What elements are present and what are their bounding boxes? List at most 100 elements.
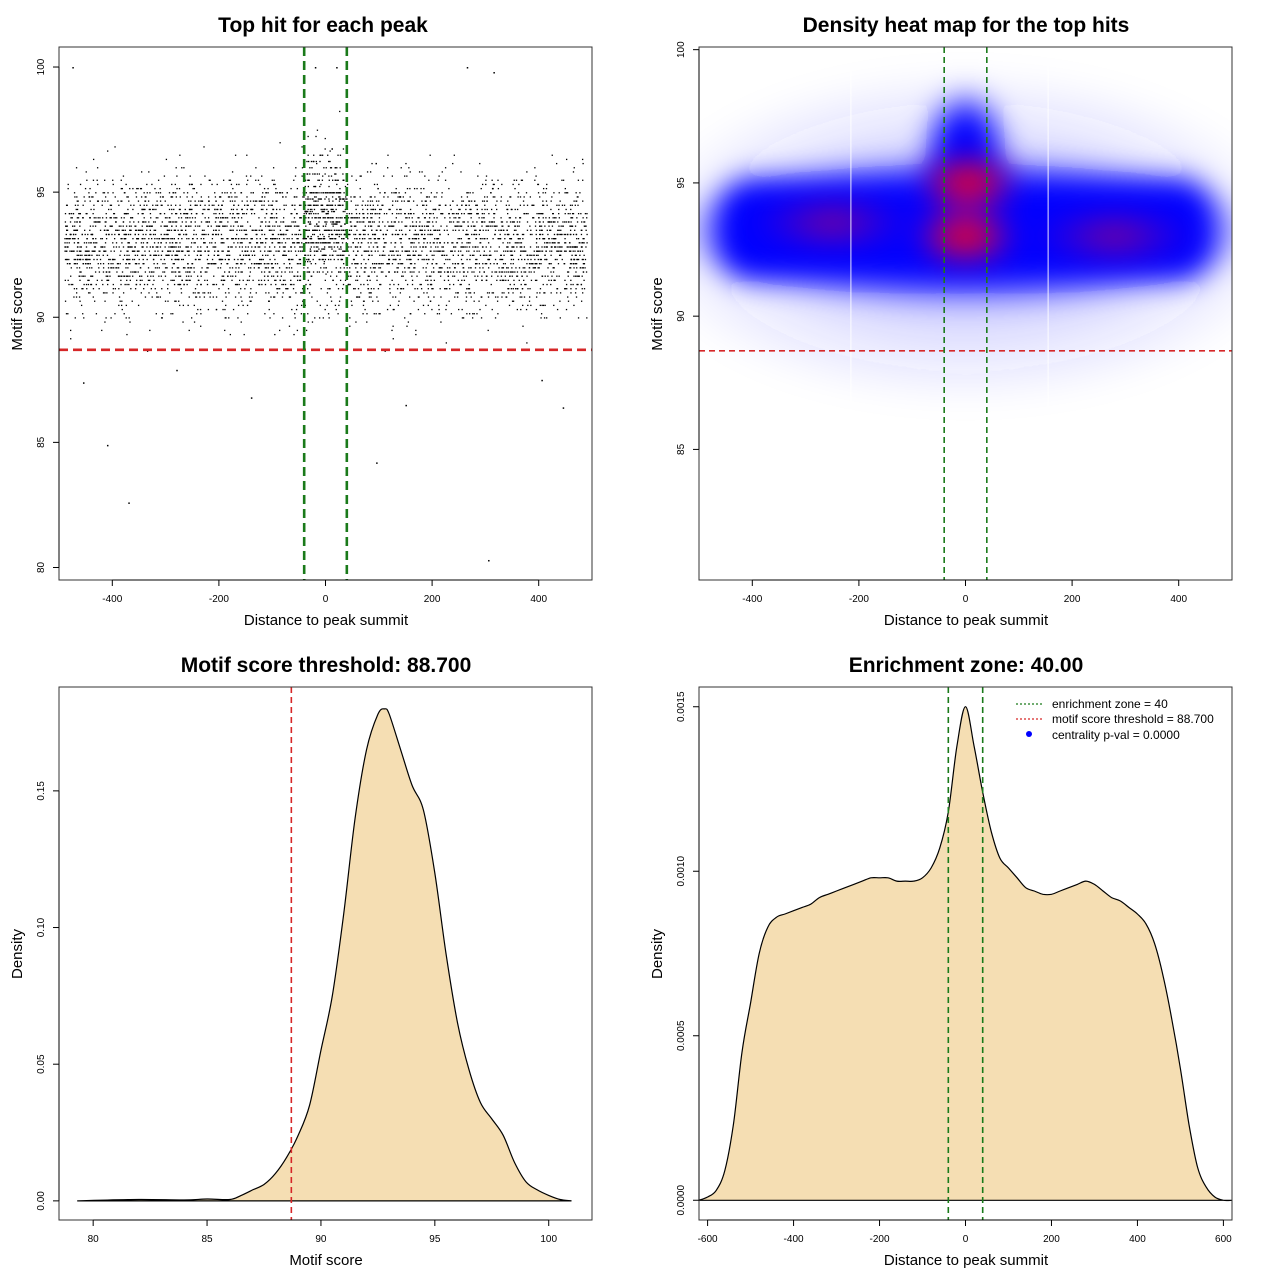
- data-point: [86, 179, 88, 181]
- data-point: [146, 183, 148, 186]
- density-hotspot: [747, 194, 918, 251]
- data-point: [371, 271, 373, 273]
- data-point: [541, 212, 544, 215]
- data-point: [245, 283, 247, 286]
- data-point: [474, 246, 477, 248]
- data-point: [481, 275, 483, 277]
- data-point: [404, 175, 406, 177]
- data-point: [111, 225, 113, 227]
- data-point: [120, 304, 123, 307]
- data-point: [98, 267, 100, 269]
- data-point: [228, 258, 230, 261]
- data-point: [462, 267, 465, 269]
- data-point: [348, 233, 350, 236]
- data-point: [491, 308, 493, 311]
- data-point: [231, 246, 233, 248]
- data-point: [397, 267, 399, 269]
- data-point: [328, 185, 330, 188]
- data-point: [179, 233, 181, 236]
- data-point: [351, 212, 353, 215]
- data-point: [349, 233, 351, 236]
- data-point: [397, 283, 400, 286]
- data-point: [213, 283, 215, 286]
- data-point: [324, 198, 326, 200]
- data-point: [121, 275, 123, 277]
- data-point: [388, 271, 390, 273]
- data-point: [234, 200, 236, 202]
- data-point: [436, 217, 438, 219]
- data-point: [174, 300, 176, 302]
- legend: enrichment zone = 40 motif score thresho…: [1016, 697, 1214, 742]
- data-point: [217, 250, 219, 252]
- data-point: [221, 250, 223, 252]
- data-point: [501, 279, 504, 282]
- data-point: [468, 283, 470, 286]
- data-point: [535, 175, 537, 177]
- data-point: [309, 248, 312, 250]
- data-point: [107, 200, 109, 202]
- data-point: [340, 258, 343, 261]
- data-point: [462, 200, 465, 202]
- x-tick-label: -400: [784, 1234, 804, 1245]
- data-point: [336, 179, 338, 181]
- data-point: [423, 258, 425, 261]
- data-point: [488, 292, 491, 294]
- data-point: [518, 183, 520, 186]
- data-point: [141, 246, 143, 248]
- data-point: [374, 208, 377, 211]
- data-point: [366, 313, 368, 315]
- data-point: [476, 258, 478, 261]
- data-point: [579, 250, 581, 252]
- data-point: [498, 271, 501, 273]
- data-point: [121, 300, 123, 302]
- data-point: [461, 200, 463, 202]
- data-point: [557, 229, 559, 231]
- data-point: [354, 196, 356, 198]
- data-point: [368, 292, 370, 294]
- data-point: [291, 283, 293, 286]
- data-point: [431, 271, 433, 273]
- data-point: [140, 229, 142, 231]
- data-point: [510, 288, 513, 290]
- data-point: [342, 250, 344, 252]
- data-point: [326, 204, 328, 206]
- data-point: [109, 204, 112, 206]
- data-point: [275, 192, 277, 194]
- data-point: [122, 258, 124, 261]
- data-point: [546, 246, 548, 248]
- data-point: [431, 221, 434, 223]
- data-point: [105, 271, 107, 273]
- data-point: [180, 217, 183, 219]
- data-point: [546, 283, 548, 286]
- data-point: [262, 258, 264, 261]
- data-point: [404, 317, 406, 319]
- data-point: [565, 208, 567, 211]
- data-point: [381, 254, 383, 256]
- data-point: [252, 192, 254, 194]
- data-point: [243, 212, 245, 215]
- data-point: [413, 267, 415, 269]
- data-point: [493, 72, 495, 74]
- data-point: [314, 173, 316, 175]
- data-point: [264, 196, 266, 198]
- data-point: [181, 258, 183, 261]
- data-point: [540, 225, 543, 227]
- data-point: [315, 196, 317, 198]
- data-point: [364, 229, 366, 231]
- data-point: [83, 283, 85, 286]
- data-point: [523, 196, 525, 198]
- data-point: [557, 242, 559, 244]
- data-point: [169, 292, 171, 294]
- data-point: [545, 217, 547, 219]
- data-point: [179, 271, 181, 273]
- data-point: [211, 238, 214, 240]
- data-point: [580, 212, 582, 215]
- data-point: [299, 279, 301, 282]
- data-point: [395, 192, 397, 194]
- data-point: [400, 238, 403, 240]
- data-point: [278, 238, 281, 240]
- data-point: [420, 229, 422, 231]
- data-point: [555, 238, 557, 240]
- data-point: [249, 271, 251, 273]
- data-point: [72, 212, 75, 215]
